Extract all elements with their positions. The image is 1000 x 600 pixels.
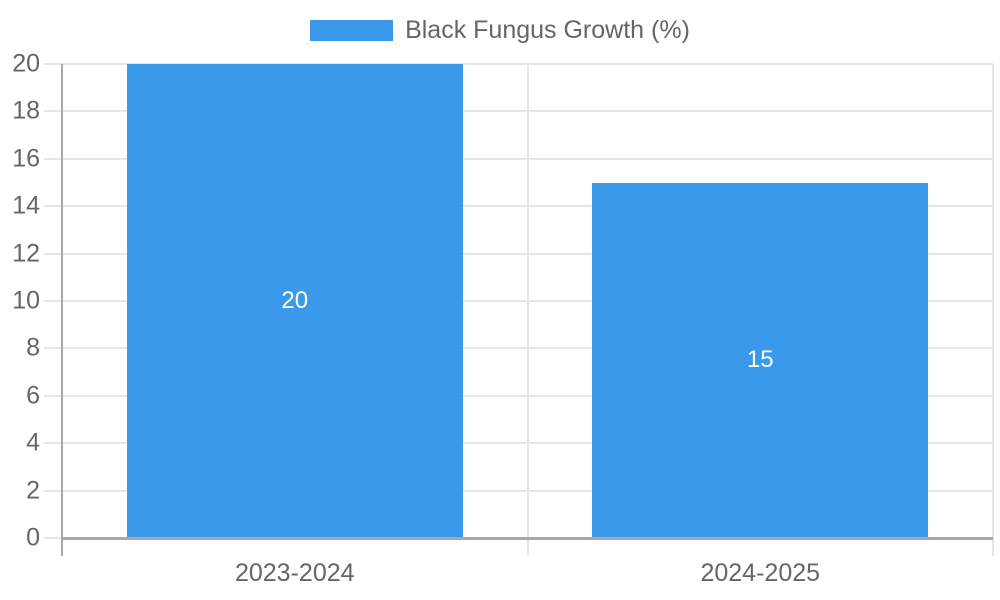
y-tick-mark xyxy=(44,252,62,255)
y-tick-mark xyxy=(44,110,62,113)
x-category-label: 2023-2024 xyxy=(234,559,355,587)
y-tick-label: 20 xyxy=(12,49,40,78)
y-tick-mark xyxy=(44,394,62,397)
y-tick-label: 10 xyxy=(12,286,40,315)
plot-area: 20 15 xyxy=(61,63,994,556)
y-tick-mark xyxy=(44,347,62,350)
y-tick-label: 6 xyxy=(26,381,40,410)
y-tick-label: 16 xyxy=(12,144,40,173)
y-tick-mark xyxy=(44,205,62,208)
y-tick-label: 8 xyxy=(26,333,40,362)
y-axis: 0 2 4 6 8 10 12 14 16 18 20 xyxy=(0,51,62,550)
y-tick-mark xyxy=(44,442,62,445)
y-axis-border-line xyxy=(61,64,63,556)
category-boundary-line xyxy=(992,64,994,556)
bar-value-label: 20 xyxy=(281,287,309,314)
legend: Black Fungus Growth (%) xyxy=(0,16,1000,45)
y-tick-mark xyxy=(44,157,62,160)
y-tick-mark xyxy=(44,537,62,539)
bar-value-label: 15 xyxy=(746,346,774,374)
y-tick-label: 18 xyxy=(12,96,40,125)
legend-swatch-icon xyxy=(310,19,394,41)
bar-2024-2025[interactable]: 15 xyxy=(592,182,929,538)
category-boundary-line xyxy=(526,64,529,556)
y-tick-label: 2 xyxy=(26,476,40,505)
bar-2023-2024[interactable]: 20 xyxy=(126,64,463,538)
legend-label: Black Fungus Growth (%) xyxy=(405,16,690,44)
y-tick-mark xyxy=(44,300,62,302)
x-axis: 2023-2024 2024-2025 xyxy=(62,557,993,593)
y-tick-label: 14 xyxy=(12,191,40,220)
x-category-label: 2024-2025 xyxy=(700,559,821,587)
y-tick-mark xyxy=(44,489,62,492)
y-tick-label: 4 xyxy=(26,428,40,457)
y-tick-mark xyxy=(44,63,62,65)
x-axis-baseline xyxy=(62,537,993,540)
y-tick-label: 12 xyxy=(12,239,40,268)
y-tick-label: 0 xyxy=(26,523,40,552)
legend-item[interactable]: Black Fungus Growth (%) xyxy=(310,16,690,45)
